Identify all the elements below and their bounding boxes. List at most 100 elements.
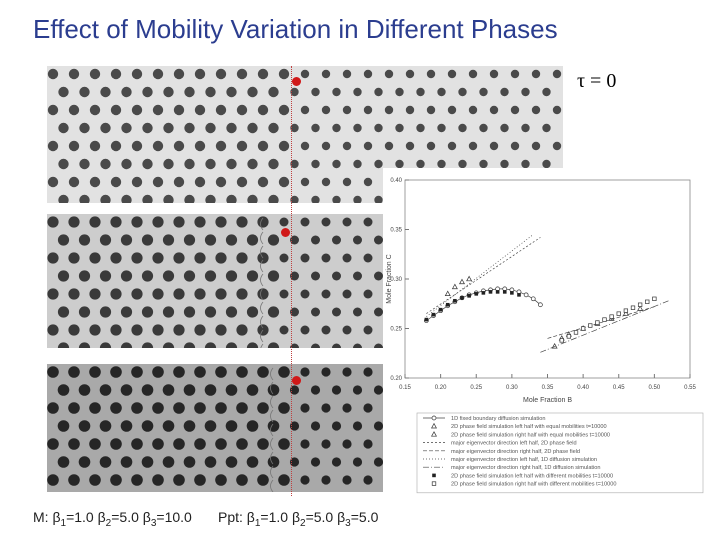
precipitate-dot	[468, 69, 478, 79]
data-point	[444, 290, 451, 296]
precipitate-dot	[142, 194, 153, 203]
precipitate-dot	[131, 366, 143, 378]
precipitate-dot	[268, 158, 279, 170]
precipitate-dot	[311, 307, 320, 317]
x-tick-label: 0.20	[435, 385, 447, 391]
slide-title: Effect of Mobility Variation in Differen…	[33, 14, 558, 44]
precipitate-dot	[89, 252, 101, 264]
precipitate-dot	[141, 270, 154, 282]
precipitate-dot	[531, 105, 541, 115]
precipitate-dot	[225, 384, 238, 396]
interface-arc	[260, 231, 264, 245]
precipitate-dot	[120, 384, 133, 396]
interface-marker-1	[292, 77, 301, 86]
precipitate-dot	[131, 474, 143, 486]
precipitate-dot	[120, 342, 133, 348]
precipitate-dot	[500, 87, 509, 97]
precipitate-dot	[290, 195, 299, 203]
interface-arc	[260, 245, 264, 259]
precipitate-dot	[47, 366, 59, 378]
precipitate-dot	[257, 474, 269, 486]
precipitate-dot	[290, 271, 299, 281]
y-tick-label: 0.20	[390, 376, 402, 382]
precipitate-dot	[194, 438, 206, 450]
precipitate-dot	[226, 194, 237, 203]
precipitate-dot	[426, 141, 436, 151]
precipitate-dot	[321, 141, 331, 151]
precipitate-dot	[311, 87, 320, 97]
precipitate-dot	[68, 474, 80, 486]
precipitate-dot	[246, 306, 259, 318]
precipitate-dot	[500, 123, 509, 133]
precipitate-dot	[205, 194, 216, 203]
data-point	[573, 330, 579, 335]
data-point	[424, 317, 429, 322]
precipitate-dot	[121, 122, 132, 134]
precipitate-dot	[173, 104, 185, 116]
precipitate-dot	[236, 324, 248, 336]
precipitate-dot	[100, 194, 111, 203]
precipitate-dot	[78, 234, 91, 246]
precipitate-dot	[257, 68, 269, 80]
precipitate-dot	[215, 176, 227, 188]
precipitate-dot	[363, 367, 373, 377]
precipitate-dot	[205, 122, 216, 134]
precipitate-dot	[426, 69, 436, 79]
data-point	[580, 326, 586, 331]
precipitate-dot	[47, 474, 59, 486]
x-tick-label: 0.55	[684, 385, 696, 391]
precipitate-dot	[110, 288, 122, 300]
precipitate-dot	[332, 195, 341, 203]
precipitate-dot	[79, 158, 90, 170]
precipitate-dot	[489, 69, 499, 79]
precipitate-dot	[342, 403, 352, 413]
precipitate-dot	[510, 141, 520, 151]
precipitate-dot	[247, 122, 258, 134]
precipitate-dot	[300, 439, 310, 449]
precipitate-dot	[152, 104, 164, 116]
precipitate-dot	[363, 105, 373, 115]
precipitate-dot	[57, 384, 70, 396]
precipitate-dot	[215, 104, 227, 116]
precipitate-dot	[194, 176, 206, 188]
precipitate-dot	[47, 216, 59, 228]
precipitate-dot	[205, 158, 216, 170]
precipitate-dot	[205, 86, 216, 98]
precipitate-dot	[194, 402, 206, 414]
precipitate-dot	[300, 325, 310, 335]
precipitate-dot	[267, 456, 280, 468]
precipitate-dot	[120, 234, 133, 246]
precipitate-dot	[352, 421, 363, 431]
precipitate-dot	[78, 306, 91, 318]
precipitate-dot	[290, 307, 299, 317]
data-point	[459, 278, 465, 285]
precipitate-dot	[332, 159, 341, 169]
precipitate-dot	[321, 475, 331, 485]
precipitate-dot	[163, 194, 174, 203]
precipitate-dot	[121, 194, 132, 203]
precipitate-dot	[183, 306, 196, 318]
precipitate-dot	[479, 87, 488, 97]
precipitate-dot	[152, 288, 164, 300]
interface-arc	[270, 451, 274, 465]
precipitate-dot	[300, 105, 310, 115]
beta-symbol: β	[246, 509, 255, 525]
precipitate-dot	[289, 421, 300, 431]
precipitate-dot	[110, 140, 122, 152]
precipitate-dot	[183, 270, 196, 282]
precipitate-dot	[131, 438, 143, 450]
precipitate-dot	[194, 324, 206, 336]
precipitate-dot	[141, 456, 154, 468]
precipitate-dot	[184, 194, 195, 203]
precipitate-dot	[215, 366, 227, 378]
precipitate-dot	[437, 87, 446, 97]
precipitate-dot	[257, 176, 269, 188]
precipitate-dot	[374, 159, 383, 169]
data-point	[431, 312, 436, 317]
interface-arc	[270, 437, 274, 451]
precipitate-dot	[194, 104, 206, 116]
precipitate-dot	[311, 235, 320, 245]
precipitate-dot	[162, 234, 175, 246]
precipitate-dot	[353, 271, 362, 281]
precipitate-dot	[57, 270, 70, 282]
